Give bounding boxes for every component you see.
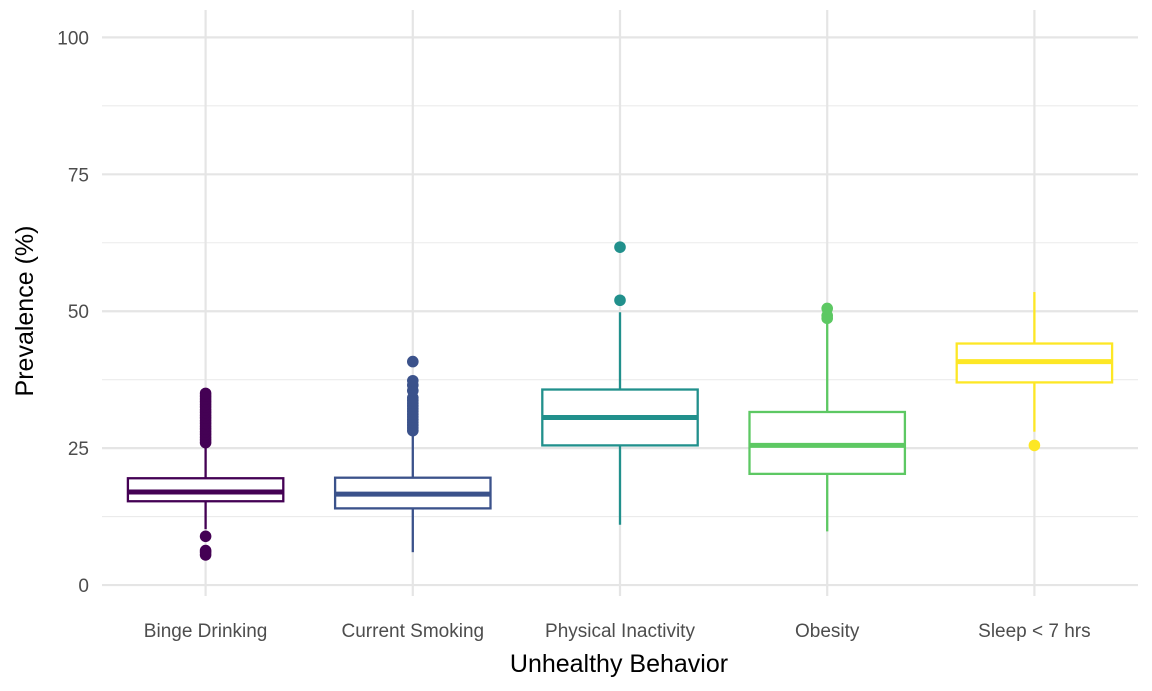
box-current-smoking: [333, 355, 492, 553]
outlier-point: [1028, 439, 1041, 452]
y-tick-label: 0: [78, 576, 89, 597]
y-tick-label: 100: [57, 28, 89, 49]
x-tick-label: Physical Inactivity: [545, 621, 695, 642]
x-tick-label: Sleep < 7 hrs: [978, 621, 1091, 642]
box-plots: [126, 241, 1114, 561]
x-axis-ticks: Binge Drinking Current Smoking Physical In…: [144, 621, 1091, 642]
x-tick-label: Current Smoking: [342, 621, 485, 642]
outlier-point: [199, 544, 212, 557]
box-sleep-7-hrs: [955, 292, 1114, 452]
y-axis-ticks: 0 25 50 75 100: [57, 28, 89, 597]
y-tick-label: 75: [68, 165, 89, 186]
outlier-point: [407, 374, 419, 387]
box-binge-drinking: [126, 387, 285, 561]
y-axis-title: Prevalence (%): [11, 226, 39, 397]
x-axis-title: Unhealthy Behavior: [510, 650, 728, 678]
y-tick-label: 25: [68, 439, 89, 460]
outlier-point: [199, 387, 212, 400]
x-tick-label: Binge Drinking: [144, 621, 268, 642]
outlier-point: [199, 530, 212, 543]
x-tick-label: Obesity: [795, 621, 860, 642]
outlier-point: [821, 302, 833, 315]
box-obesity: [748, 302, 907, 532]
outlier-point: [614, 294, 626, 307]
y-tick-label: 50: [68, 302, 89, 323]
outlier-point: [407, 355, 419, 368]
outlier-point: [614, 241, 626, 253]
box-physical-inactivity: [541, 241, 699, 525]
